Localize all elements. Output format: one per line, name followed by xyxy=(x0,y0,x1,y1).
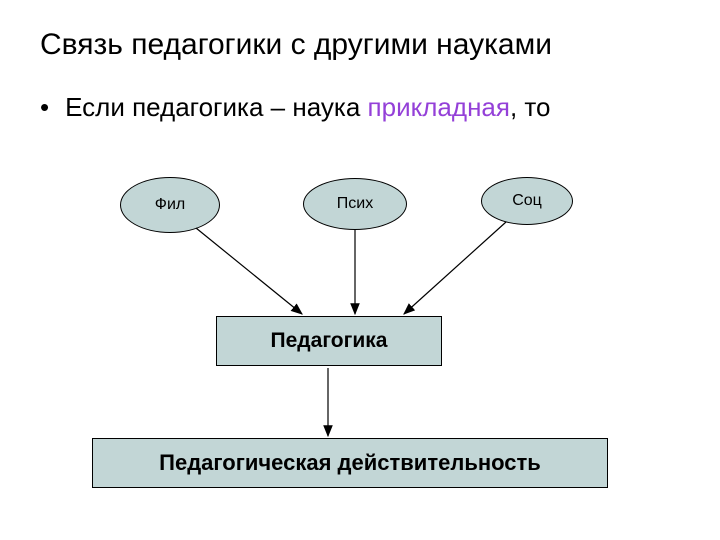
rect-pedagogika: Педагогика xyxy=(216,316,442,366)
rect-reality: Педагогическая действительность xyxy=(92,438,608,488)
bt-highlight: прикладная xyxy=(368,92,510,122)
arrow xyxy=(196,228,302,314)
bullet-dot: • xyxy=(40,92,49,123)
bt-p1: Если педагогика – наука xyxy=(65,92,367,122)
slide-title: Связь педагогики с другими науками xyxy=(40,28,552,62)
bullet-line: • Если педагогика – наука прикладная, то xyxy=(40,92,551,123)
bullet-text: Если педагогика – наука прикладная, то xyxy=(65,92,550,123)
ellipse-psych: Псих xyxy=(303,178,407,230)
bt-p2: , то xyxy=(510,92,551,122)
ellipse-soc: Соц xyxy=(481,177,573,225)
ellipse-phil: Фил xyxy=(120,177,220,233)
arrow xyxy=(404,222,506,314)
